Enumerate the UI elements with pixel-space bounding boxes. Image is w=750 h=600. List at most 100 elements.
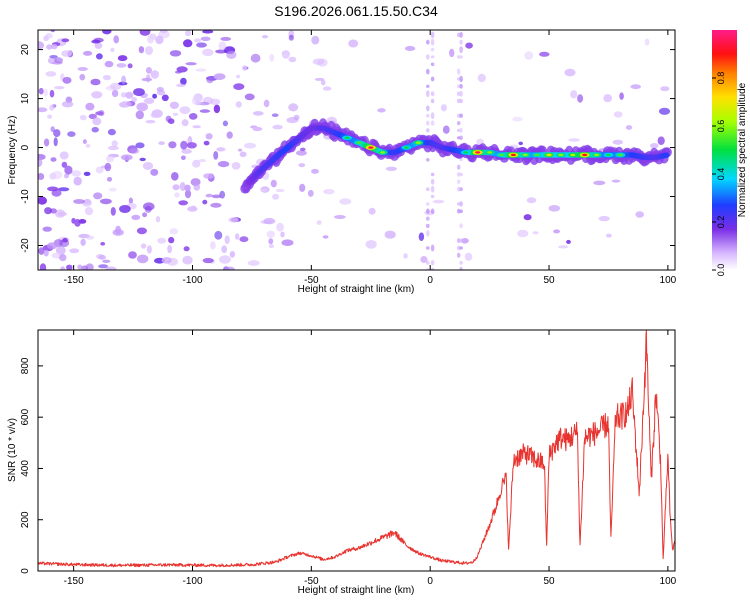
spectrogram-cell: [213, 104, 221, 114]
spectrogram-cell: [131, 214, 141, 221]
spectrogram-cell: [83, 50, 93, 56]
spectrogram-cell: [266, 230, 275, 238]
spectrogram-cell: [44, 207, 52, 215]
spectrogram-cell: [145, 67, 152, 74]
spectrogram-cell: [226, 131, 233, 139]
spectrogram-cell: [263, 99, 270, 108]
spectrogram-cell: [271, 113, 279, 117]
spectrogram-cell: [150, 70, 159, 79]
spectrogram-cell: [135, 142, 145, 149]
spectrogram-cell: [182, 255, 193, 265]
spectrogram-cell: [217, 161, 230, 168]
spectrogram-cell: [459, 201, 463, 207]
spectrogram-cell: [90, 78, 101, 86]
spectrogram-cell: [426, 54, 430, 60]
spectrogram-cell: [430, 208, 435, 214]
spectrogram-cell: [172, 184, 180, 191]
spectrogram-cell: [300, 147, 306, 152]
spectrogram-cell: [226, 50, 237, 60]
spectrogram-cell: [456, 172, 461, 177]
spectrogram-cell: [459, 98, 463, 104]
spectrogram-cell: [111, 140, 118, 147]
spectrogram-cell: [188, 113, 198, 120]
spectrogram-cell: [133, 88, 145, 97]
spectrogram-cell: [102, 30, 112, 35]
spectrogram-cell: [91, 91, 103, 99]
spectrogram-cell: [236, 74, 241, 79]
spectrogram-y-axis-label: Frequency (Hz): [7, 116, 18, 185]
spectrogram-cell: [157, 237, 167, 244]
spectrogram-cell: [62, 76, 72, 84]
spectrogram-cell: [548, 205, 561, 212]
spectrogram-cell: [183, 39, 193, 48]
spectrogram-cell: [475, 151, 481, 154]
spectrogram-cell: [426, 39, 430, 45]
spectrogram-cell: [247, 260, 260, 266]
spectrogram-cell: [131, 97, 138, 103]
spectrogram-cell: [272, 124, 283, 130]
spectrogram-cell: [45, 71, 57, 77]
spectrogram-cell: [430, 55, 435, 59]
spectrogram-cell: [252, 111, 264, 116]
spectrogram-cell: [161, 94, 169, 102]
spectrogram-cell: [415, 141, 421, 144]
spectrogram-cell: [459, 127, 463, 133]
spectrogram-cell: [213, 73, 226, 80]
spectrogram-cell: [127, 63, 133, 69]
spectrogram-cell: [43, 35, 49, 42]
spectrogram-cell: [426, 120, 430, 126]
spectrogram-cell: [418, 232, 425, 241]
spectrogram-cell: [203, 140, 210, 146]
spectrogram-cell: [53, 129, 61, 138]
spectrogram-cell: [104, 162, 112, 172]
spectrogram-cell: [136, 102, 148, 112]
spectrogram-cell: [136, 227, 147, 235]
snr-y-axis-label: SNR (10 * v/v): [7, 418, 18, 482]
spectrogram-cell: [102, 259, 111, 263]
spectrogram-cell: [42, 226, 52, 232]
spectrogram-cell: [348, 39, 359, 48]
spectrogram-cell: [186, 142, 197, 149]
spectrogram-cell: [403, 253, 408, 259]
spectrogram-cell: [459, 209, 463, 213]
spectrogram-cell: [603, 94, 612, 103]
spectrogram-cell: [137, 254, 149, 264]
spectrogram-cell: [605, 153, 611, 157]
snr-x-axis-label: Height of straight line (km): [298, 585, 415, 596]
spectrogram-cell: [582, 153, 588, 157]
spectrogram-cell: [104, 60, 114, 68]
colorbar-gradient: [712, 30, 737, 270]
spectrogram-cell: [202, 199, 208, 205]
spectrogram-cell: [110, 47, 115, 53]
spectrogram-cell: [107, 128, 116, 136]
spectrogram-cell: [181, 119, 189, 127]
spectrogram-cell: [185, 62, 197, 66]
spectrogram-cell: [108, 187, 117, 192]
spectrogram-cell: [43, 249, 49, 257]
spectrogram-cell: [209, 98, 221, 106]
spectrogram-cell: [261, 188, 267, 192]
spectrogram-cell: [139, 30, 151, 36]
spectrogram-cell: [630, 84, 641, 90]
spectrogram-cell: [120, 92, 127, 98]
spectrogram-cell: [334, 215, 346, 219]
spectrogram-cell: [180, 140, 188, 150]
spectrogram-cell: [155, 35, 164, 45]
spectrogram-cell: [244, 142, 256, 149]
spectrogram-cell: [430, 62, 435, 67]
spectrogram-cell: [311, 168, 319, 174]
spectrogram-cell: [403, 146, 409, 149]
spectrogram-cell: [426, 113, 430, 118]
spectrogram-cell: [532, 231, 539, 235]
spectrogram-cell: [322, 235, 329, 239]
spectrogram-cell: [293, 114, 300, 121]
spectrogram-cell: [194, 38, 201, 43]
spectrogram-cell: [116, 63, 127, 68]
spectrogram-cell: [96, 254, 104, 260]
spectrogram-cell: [98, 264, 109, 269]
snr-x-tick-label: -100: [182, 576, 202, 587]
spectrogram-x-tick-label: 50: [543, 275, 555, 286]
spectrogram-cell: [619, 92, 624, 100]
spectrogram-cell: [558, 245, 569, 249]
spectrogram-cell: [94, 42, 103, 49]
